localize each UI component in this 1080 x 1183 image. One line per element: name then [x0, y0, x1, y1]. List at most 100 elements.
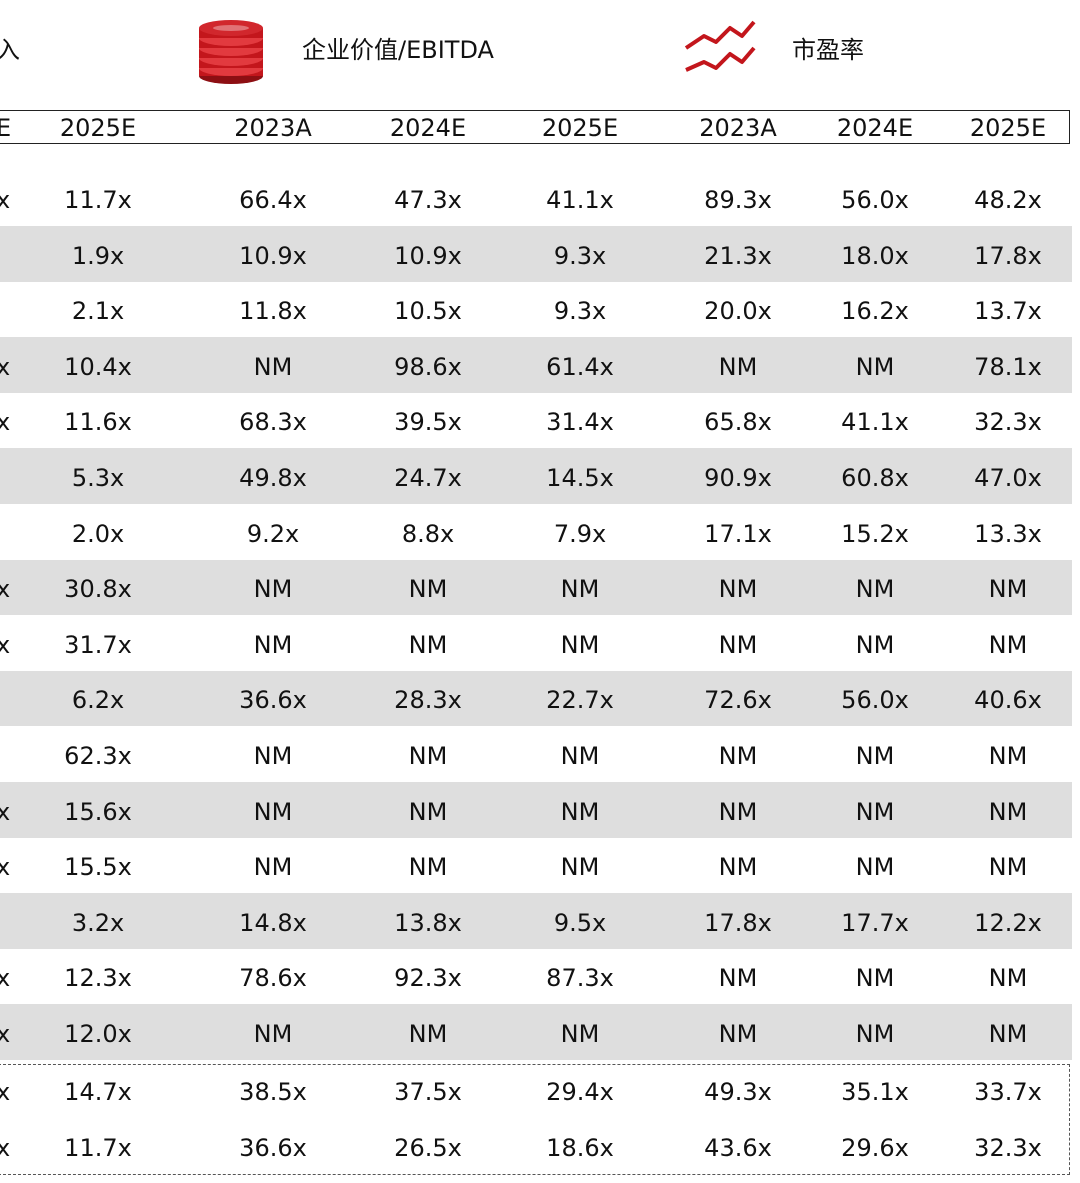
- table-cell: 39.5x: [394, 408, 462, 437]
- table-cell: x: [0, 575, 11, 604]
- table-cell: 41.1x: [841, 408, 909, 437]
- table-cell: NM: [988, 575, 1028, 604]
- table-cell: 5.3x: [71, 464, 125, 492]
- table-cell: 98.6x: [394, 352, 462, 381]
- table-cell: NM: [988, 797, 1028, 826]
- table-cell: 18.0x: [841, 241, 909, 270]
- table-cell: 31.4x: [546, 408, 614, 437]
- table-cell: 66.4x: [239, 186, 307, 214]
- table-cell: 13.8x: [394, 908, 462, 937]
- summary-cell: 18.6x: [546, 1133, 614, 1162]
- table-cell: NM: [253, 352, 293, 381]
- table-cell: 48.2x: [974, 186, 1042, 214]
- column-header-1: 2025E: [59, 114, 137, 142]
- column-header-5: 2023A: [699, 114, 777, 142]
- table-cell: 6.2x: [71, 686, 125, 715]
- table-cell: NM: [560, 630, 600, 659]
- table-cell: 7.9x: [553, 519, 607, 548]
- table-cell: 89.3x: [704, 186, 772, 214]
- table-cell: 78.1x: [974, 352, 1042, 381]
- table-cell: x: [0, 186, 11, 214]
- table-cell: NM: [988, 630, 1028, 659]
- table-cell: NM: [408, 575, 448, 604]
- table-cell: 13.3x: [974, 519, 1042, 548]
- table-cell: 14.8x: [239, 908, 307, 937]
- table-cell: NM: [855, 1020, 895, 1048]
- table-cell: 68.3x: [239, 408, 307, 437]
- table-cell: NM: [408, 797, 448, 826]
- table-cell: NM: [253, 575, 293, 604]
- line-trend-icon: [684, 20, 756, 72]
- summary-cell: 38.5x: [239, 1078, 307, 1106]
- table-cell: 12.2x: [974, 908, 1042, 937]
- summary-cell: 35.1x: [841, 1078, 909, 1106]
- table-cell: NM: [718, 742, 758, 770]
- coin-stack-icon: [199, 20, 263, 84]
- summary-cell: 37.5x: [394, 1078, 462, 1106]
- table-cell: 56.0x: [841, 186, 909, 214]
- table-cell: 72.6x: [704, 686, 772, 715]
- summary-cell: x: [0, 1078, 11, 1106]
- row-shading: [0, 670, 1072, 727]
- table-cell: 78.6x: [239, 964, 307, 993]
- table-cell: NM: [855, 964, 895, 993]
- table-cell: 2.0x: [71, 519, 125, 548]
- table-cell: 17.8x: [704, 908, 772, 937]
- table-cell: 11.8x: [239, 297, 307, 326]
- table-cell: NM: [855, 853, 895, 882]
- table-cell: 24.7x: [394, 464, 462, 492]
- table-cell: NM: [988, 1020, 1028, 1048]
- summary-cell: 43.6x: [704, 1133, 772, 1162]
- summary-cell: 26.5x: [394, 1133, 462, 1162]
- summary-cell: 14.7x: [64, 1078, 132, 1106]
- table-cell: NM: [408, 630, 448, 659]
- table-cell: 10.9x: [394, 241, 462, 270]
- table-cell: 87.3x: [546, 964, 614, 993]
- legend-ev-ebitda-label: 企业价值/EBITDA: [302, 36, 494, 64]
- table-cell: NM: [560, 742, 600, 770]
- table-cell: 2.1x: [71, 297, 125, 326]
- column-header-7: 2025E: [969, 114, 1047, 142]
- row-shading: [0, 782, 1072, 838]
- table-cell: x: [0, 630, 11, 659]
- table-cell: x: [0, 408, 11, 437]
- column-header-4: 2025E: [541, 114, 619, 142]
- table-cell: NM: [253, 742, 293, 770]
- table-cell: 9.5x: [553, 908, 607, 937]
- table-cell: 15.6x: [64, 797, 132, 826]
- column-header-row: [0, 110, 1070, 144]
- summary-cell: 49.3x: [704, 1078, 772, 1106]
- table-cell: 40.6x: [974, 686, 1042, 715]
- table-cell: 10.4x: [64, 352, 132, 381]
- table-cell: 20.0x: [704, 297, 772, 326]
- table-cell: 65.8x: [704, 408, 772, 437]
- summary-cell: 33.7x: [974, 1078, 1042, 1106]
- row-shading: [0, 1004, 1072, 1060]
- row-shading: [0, 226, 1072, 282]
- table-cell: 41.1x: [546, 186, 614, 214]
- table-cell: 17.8x: [974, 241, 1042, 270]
- summary-box: [0, 1064, 1070, 1175]
- summary-cell: 11.7x: [64, 1133, 132, 1162]
- table-cell: 10.5x: [394, 297, 462, 326]
- table-cell: 12.3x: [64, 964, 132, 993]
- table-cell: NM: [718, 1020, 758, 1048]
- table-cell: 17.7x: [841, 908, 909, 937]
- table-cell: NM: [560, 853, 600, 882]
- table-cell: NM: [560, 1020, 600, 1048]
- summary-cell: 32.3x: [974, 1133, 1042, 1162]
- table-cell: 15.2x: [841, 519, 909, 548]
- table-cell: NM: [718, 630, 758, 659]
- table-cell: x: [0, 853, 11, 882]
- table-cell: 8.8x: [401, 519, 455, 548]
- table-cell: 47.3x: [394, 186, 462, 214]
- table-cell: 3.2x: [71, 908, 125, 937]
- table-cell: x: [0, 964, 11, 993]
- table-cell: 92.3x: [394, 964, 462, 993]
- summary-cell: x: [0, 1133, 11, 1162]
- table-cell: NM: [560, 797, 600, 826]
- table-cell: 31.7x: [64, 630, 132, 659]
- column-header-0: E: [0, 114, 12, 142]
- table-cell: 90.9x: [704, 464, 772, 492]
- row-shading: [0, 893, 1072, 949]
